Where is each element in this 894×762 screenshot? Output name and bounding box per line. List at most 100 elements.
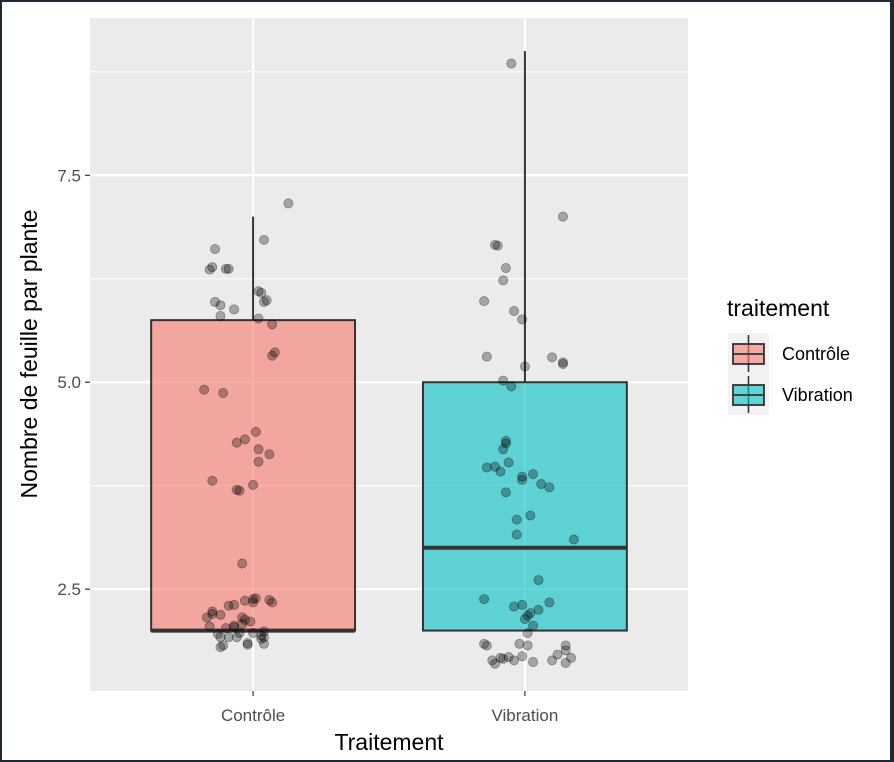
data-point	[231, 632, 242, 643]
data-point	[207, 475, 218, 486]
data-point	[544, 597, 555, 608]
data-point	[223, 600, 234, 611]
data-point	[207, 609, 218, 620]
data-point	[253, 313, 264, 324]
data-point	[481, 640, 492, 651]
data-point	[511, 529, 522, 540]
data-point	[547, 655, 558, 666]
data-point	[229, 620, 240, 631]
data-point	[495, 466, 506, 477]
data-point	[269, 347, 280, 358]
data-point	[517, 471, 528, 482]
x-axis: Contrôle Vibration	[221, 691, 558, 725]
data-point	[248, 594, 259, 605]
box-body	[421, 381, 628, 632]
data-point	[264, 449, 275, 460]
data-point	[215, 311, 226, 322]
data-point	[239, 595, 250, 606]
data-point	[204, 621, 215, 632]
data-point	[490, 461, 501, 472]
box-body	[150, 319, 357, 632]
data-point	[250, 593, 261, 604]
data-point	[533, 604, 544, 615]
data-point	[210, 296, 221, 307]
data-point	[267, 597, 278, 608]
data-point	[220, 623, 231, 634]
data-point	[253, 456, 264, 467]
data-point	[533, 575, 544, 586]
data-point	[248, 479, 259, 490]
data-point	[229, 304, 240, 315]
data-point	[204, 264, 215, 275]
data-point	[536, 479, 547, 490]
data-point	[248, 628, 259, 639]
legend: traitement Contrôle Vibration	[727, 295, 853, 415]
data-point	[201, 612, 212, 623]
data-point	[215, 642, 226, 653]
x-tick-label: Contrôle	[221, 706, 285, 725]
data-point	[223, 632, 234, 643]
data-point	[267, 319, 278, 330]
data-point	[500, 436, 511, 447]
data-point	[528, 657, 539, 668]
y-tick-label: 5.0	[57, 373, 81, 392]
data-point	[479, 594, 490, 605]
data-point	[525, 608, 536, 619]
data-point	[237, 618, 248, 629]
data-point	[481, 462, 492, 473]
data-point	[258, 234, 269, 245]
data-point	[492, 240, 503, 251]
y-axis: 2.5 5.0 7.5	[57, 166, 90, 599]
data-point	[509, 601, 520, 612]
legend-key-contrôle: Contrôle	[728, 333, 850, 374]
y-axis-title: Nombre de feuille par plante	[16, 210, 42, 499]
data-point	[250, 426, 261, 437]
data-point	[503, 457, 514, 468]
data-point	[245, 616, 256, 627]
data-point	[218, 387, 229, 398]
data-point	[557, 359, 568, 370]
data-point	[487, 655, 498, 666]
data-point	[215, 632, 226, 643]
data-point	[519, 361, 530, 372]
data-point	[511, 514, 522, 525]
data-point	[258, 632, 269, 643]
legend-label: Contrôle	[782, 344, 850, 364]
data-point	[490, 239, 501, 250]
legend-keys: Contrôle Vibration	[728, 333, 853, 415]
data-point	[519, 613, 530, 624]
data-point	[239, 434, 250, 445]
data-point	[557, 211, 568, 222]
data-point	[207, 606, 218, 617]
data-point	[231, 437, 242, 448]
data-point	[264, 594, 275, 605]
data-point	[237, 558, 248, 569]
data-point	[528, 620, 539, 631]
data-point	[253, 286, 264, 297]
data-point	[234, 485, 245, 496]
data-point	[560, 640, 571, 651]
data-point	[258, 296, 269, 307]
data-point	[509, 655, 520, 666]
data-point	[500, 438, 511, 449]
data-point	[256, 633, 267, 644]
data-point	[498, 275, 509, 286]
legend-title: traitement	[727, 295, 830, 321]
boxes	[150, 51, 628, 633]
data-point	[261, 295, 272, 306]
data-point	[506, 58, 517, 69]
data-point	[479, 296, 490, 307]
jitter-points	[199, 58, 579, 669]
data-point	[495, 652, 506, 663]
data-point	[498, 375, 509, 386]
data-point	[239, 614, 250, 625]
data-point	[210, 243, 221, 254]
data-point	[234, 628, 245, 639]
data-point	[517, 651, 528, 662]
data-point	[509, 306, 520, 317]
data-point	[560, 657, 571, 668]
data-point	[566, 652, 577, 663]
y-tick-label: 2.5	[57, 580, 81, 599]
